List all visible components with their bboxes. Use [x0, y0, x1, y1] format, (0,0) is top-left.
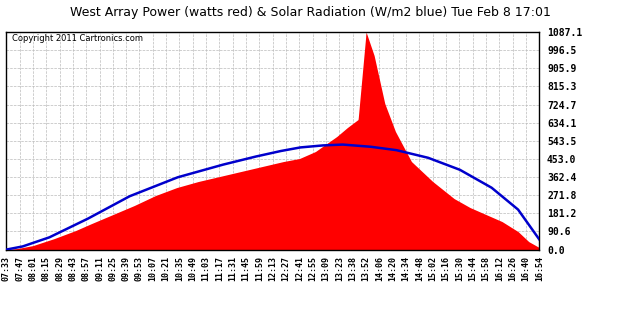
Text: West Array Power (watts red) & Solar Radiation (W/m2 blue) Tue Feb 8 17:01: West Array Power (watts red) & Solar Rad… [69, 6, 551, 20]
Text: Copyright 2011 Cartronics.com: Copyright 2011 Cartronics.com [12, 34, 143, 43]
